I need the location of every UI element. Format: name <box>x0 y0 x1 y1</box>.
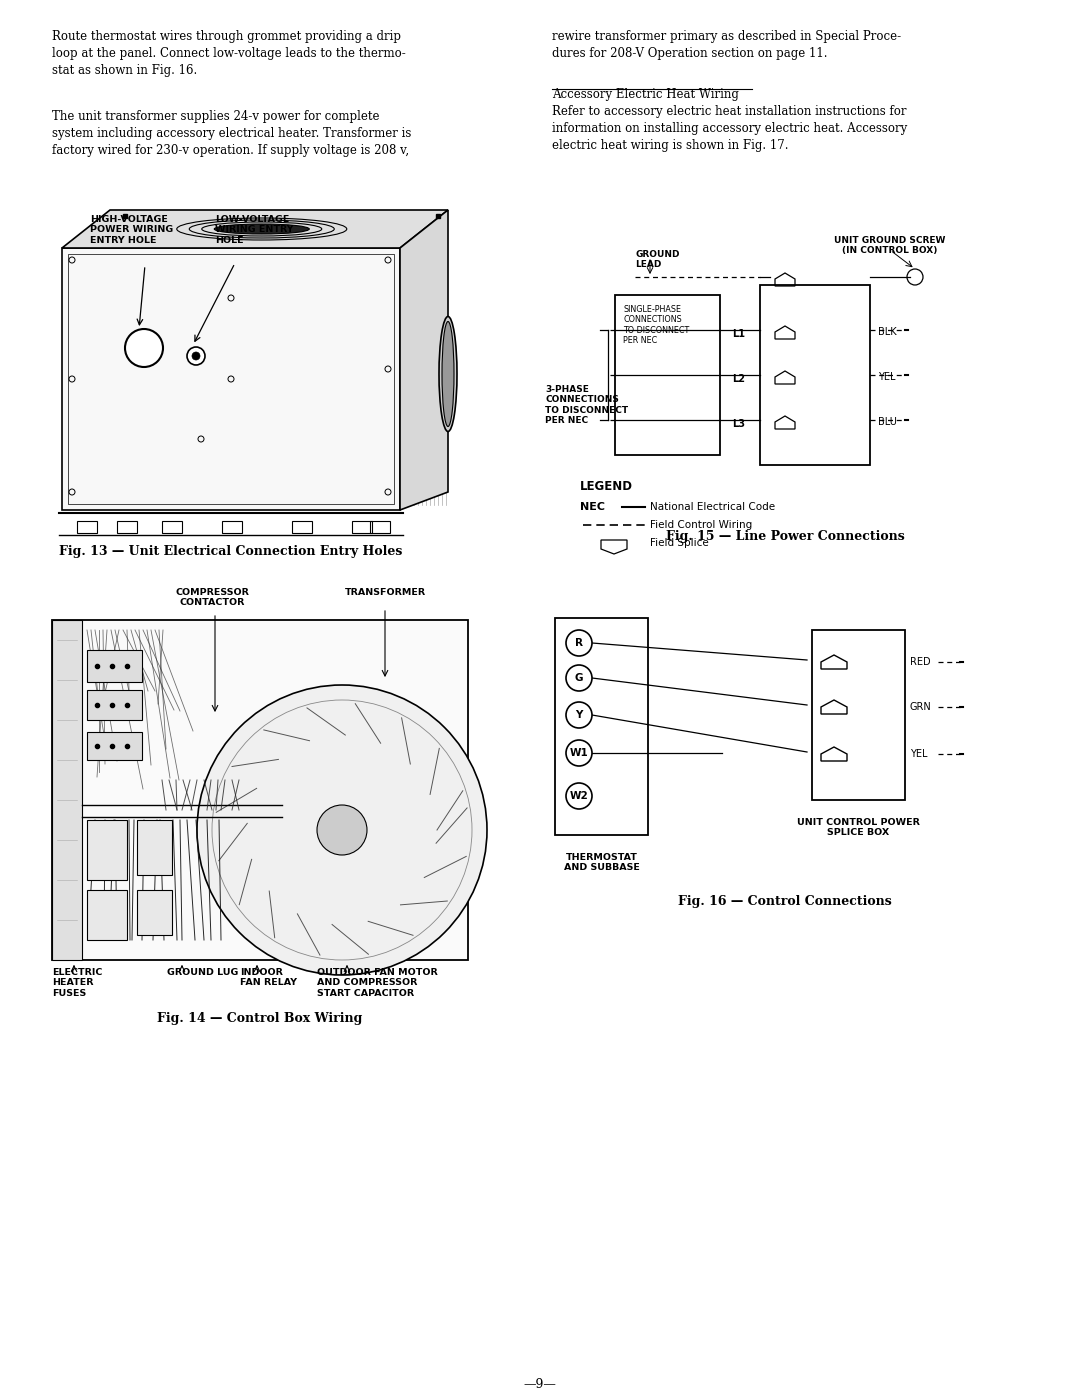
Bar <box>370 521 390 534</box>
Circle shape <box>566 703 592 728</box>
Text: RED: RED <box>910 657 931 666</box>
Text: OUTDOOR FAN MOTOR
AND COMPRESSOR
START CAPACITOR: OUTDOOR FAN MOTOR AND COMPRESSOR START C… <box>318 968 437 997</box>
Circle shape <box>197 685 487 975</box>
Text: COMPRESSOR
CONTACTOR: COMPRESSOR CONTACTOR <box>175 588 248 608</box>
Bar <box>87 820 127 880</box>
Text: GROUND
LEAD: GROUND LEAD <box>635 250 679 270</box>
Text: UNIT GROUND SCREW
(IN CONTROL BOX): UNIT GROUND SCREW (IN CONTROL BOX) <box>835 236 946 256</box>
Text: GRN: GRN <box>910 703 932 712</box>
Text: Fig. 14 — Control Box Wiring: Fig. 14 — Control Box Wiring <box>158 1011 363 1025</box>
Text: —9—: —9— <box>524 1377 556 1391</box>
Text: Refer to accessory electric heat installation instructions for
information on in: Refer to accessory electric heat install… <box>552 105 907 152</box>
Bar <box>555 617 648 835</box>
Text: Fig. 16 — Control Connections: Fig. 16 — Control Connections <box>678 895 892 908</box>
Bar <box>222 521 242 534</box>
Text: Accessory Electric Heat Wiring: Accessory Electric Heat Wiring <box>552 88 739 101</box>
Text: The unit transformer supplies 24-v power for complete
system including accessory: The unit transformer supplies 24-v power… <box>52 110 411 156</box>
Circle shape <box>566 630 592 657</box>
Text: BLK: BLK <box>878 327 896 337</box>
Bar <box>117 521 137 534</box>
Text: R: R <box>575 638 583 648</box>
Text: Field Control Wiring: Field Control Wiring <box>650 520 753 529</box>
Bar <box>77 521 97 534</box>
Circle shape <box>566 782 592 809</box>
Bar <box>812 630 905 800</box>
Text: L2: L2 <box>732 374 745 384</box>
Circle shape <box>318 805 367 855</box>
Text: INDOOR
FAN RELAY: INDOOR FAN RELAY <box>240 968 297 988</box>
Text: SINGLE-PHASE
CONNECTIONS
TO DISCONNECT
PER NEC: SINGLE-PHASE CONNECTIONS TO DISCONNECT P… <box>623 305 689 345</box>
Bar <box>68 254 394 504</box>
Ellipse shape <box>214 224 309 235</box>
Text: W2: W2 <box>569 791 589 800</box>
Text: Route thermostat wires through grommet providing a drip
loop at the panel. Conne: Route thermostat wires through grommet p… <box>52 29 406 77</box>
Text: THERMOSTAT
AND SUBBASE: THERMOSTAT AND SUBBASE <box>564 854 639 872</box>
Text: Fig. 13 — Unit Electrical Connection Entry Holes: Fig. 13 — Unit Electrical Connection Ent… <box>59 545 403 557</box>
Text: TRANSFORMER: TRANSFORMER <box>345 588 427 597</box>
Text: ELECTRIC
HEATER
FUSES: ELECTRIC HEATER FUSES <box>52 968 103 997</box>
Bar <box>292 521 312 534</box>
Bar <box>62 249 400 510</box>
Ellipse shape <box>442 321 454 426</box>
Text: Y: Y <box>576 710 583 719</box>
Circle shape <box>566 740 592 766</box>
Bar <box>52 620 82 960</box>
Text: L3: L3 <box>732 419 745 429</box>
Text: LEGEND: LEGEND <box>580 481 633 493</box>
Circle shape <box>566 665 592 692</box>
Circle shape <box>192 352 200 360</box>
Text: UNIT CONTROL POWER
SPLICE BOX: UNIT CONTROL POWER SPLICE BOX <box>797 819 920 837</box>
Polygon shape <box>400 210 448 510</box>
Text: YEL: YEL <box>910 749 928 759</box>
Text: HIGH-VOLTAGE
POWER WIRING
ENTRY HOLE: HIGH-VOLTAGE POWER WIRING ENTRY HOLE <box>90 215 173 244</box>
Circle shape <box>125 330 163 367</box>
Text: National Electrical Code: National Electrical Code <box>650 502 775 511</box>
Text: GROUND LUG: GROUND LUG <box>167 968 239 977</box>
Bar <box>162 521 183 534</box>
Bar <box>352 521 372 534</box>
Text: W1: W1 <box>569 747 589 759</box>
Polygon shape <box>62 210 448 249</box>
Text: LOW-VOLTAGE
WIRING ENTRY
HOLE: LOW-VOLTAGE WIRING ENTRY HOLE <box>215 215 294 244</box>
Text: 3-PHASE
CONNECTIONS
TO DISCONNECT
PER NEC: 3-PHASE CONNECTIONS TO DISCONNECT PER NE… <box>545 386 629 425</box>
Text: G: G <box>575 673 583 683</box>
Bar <box>87 650 141 682</box>
Bar <box>760 285 870 465</box>
Bar <box>615 295 720 455</box>
Bar <box>87 690 141 719</box>
Text: rewire transformer primary as described in Special Proce-
dures for 208-V Operat: rewire transformer primary as described … <box>552 29 901 60</box>
Text: NEC: NEC <box>580 502 605 511</box>
Circle shape <box>187 346 205 365</box>
Text: L1: L1 <box>732 330 745 339</box>
Text: BLU: BLU <box>878 416 896 427</box>
Bar <box>137 890 172 935</box>
Bar <box>87 890 127 940</box>
Ellipse shape <box>438 317 457 432</box>
Text: Field Splice: Field Splice <box>650 538 708 548</box>
Bar <box>87 732 141 760</box>
Bar <box>52 620 468 960</box>
Text: YEL: YEL <box>878 372 895 381</box>
Text: Fig. 15 — Line Power Connections: Fig. 15 — Line Power Connections <box>665 529 904 543</box>
Bar <box>137 820 172 875</box>
